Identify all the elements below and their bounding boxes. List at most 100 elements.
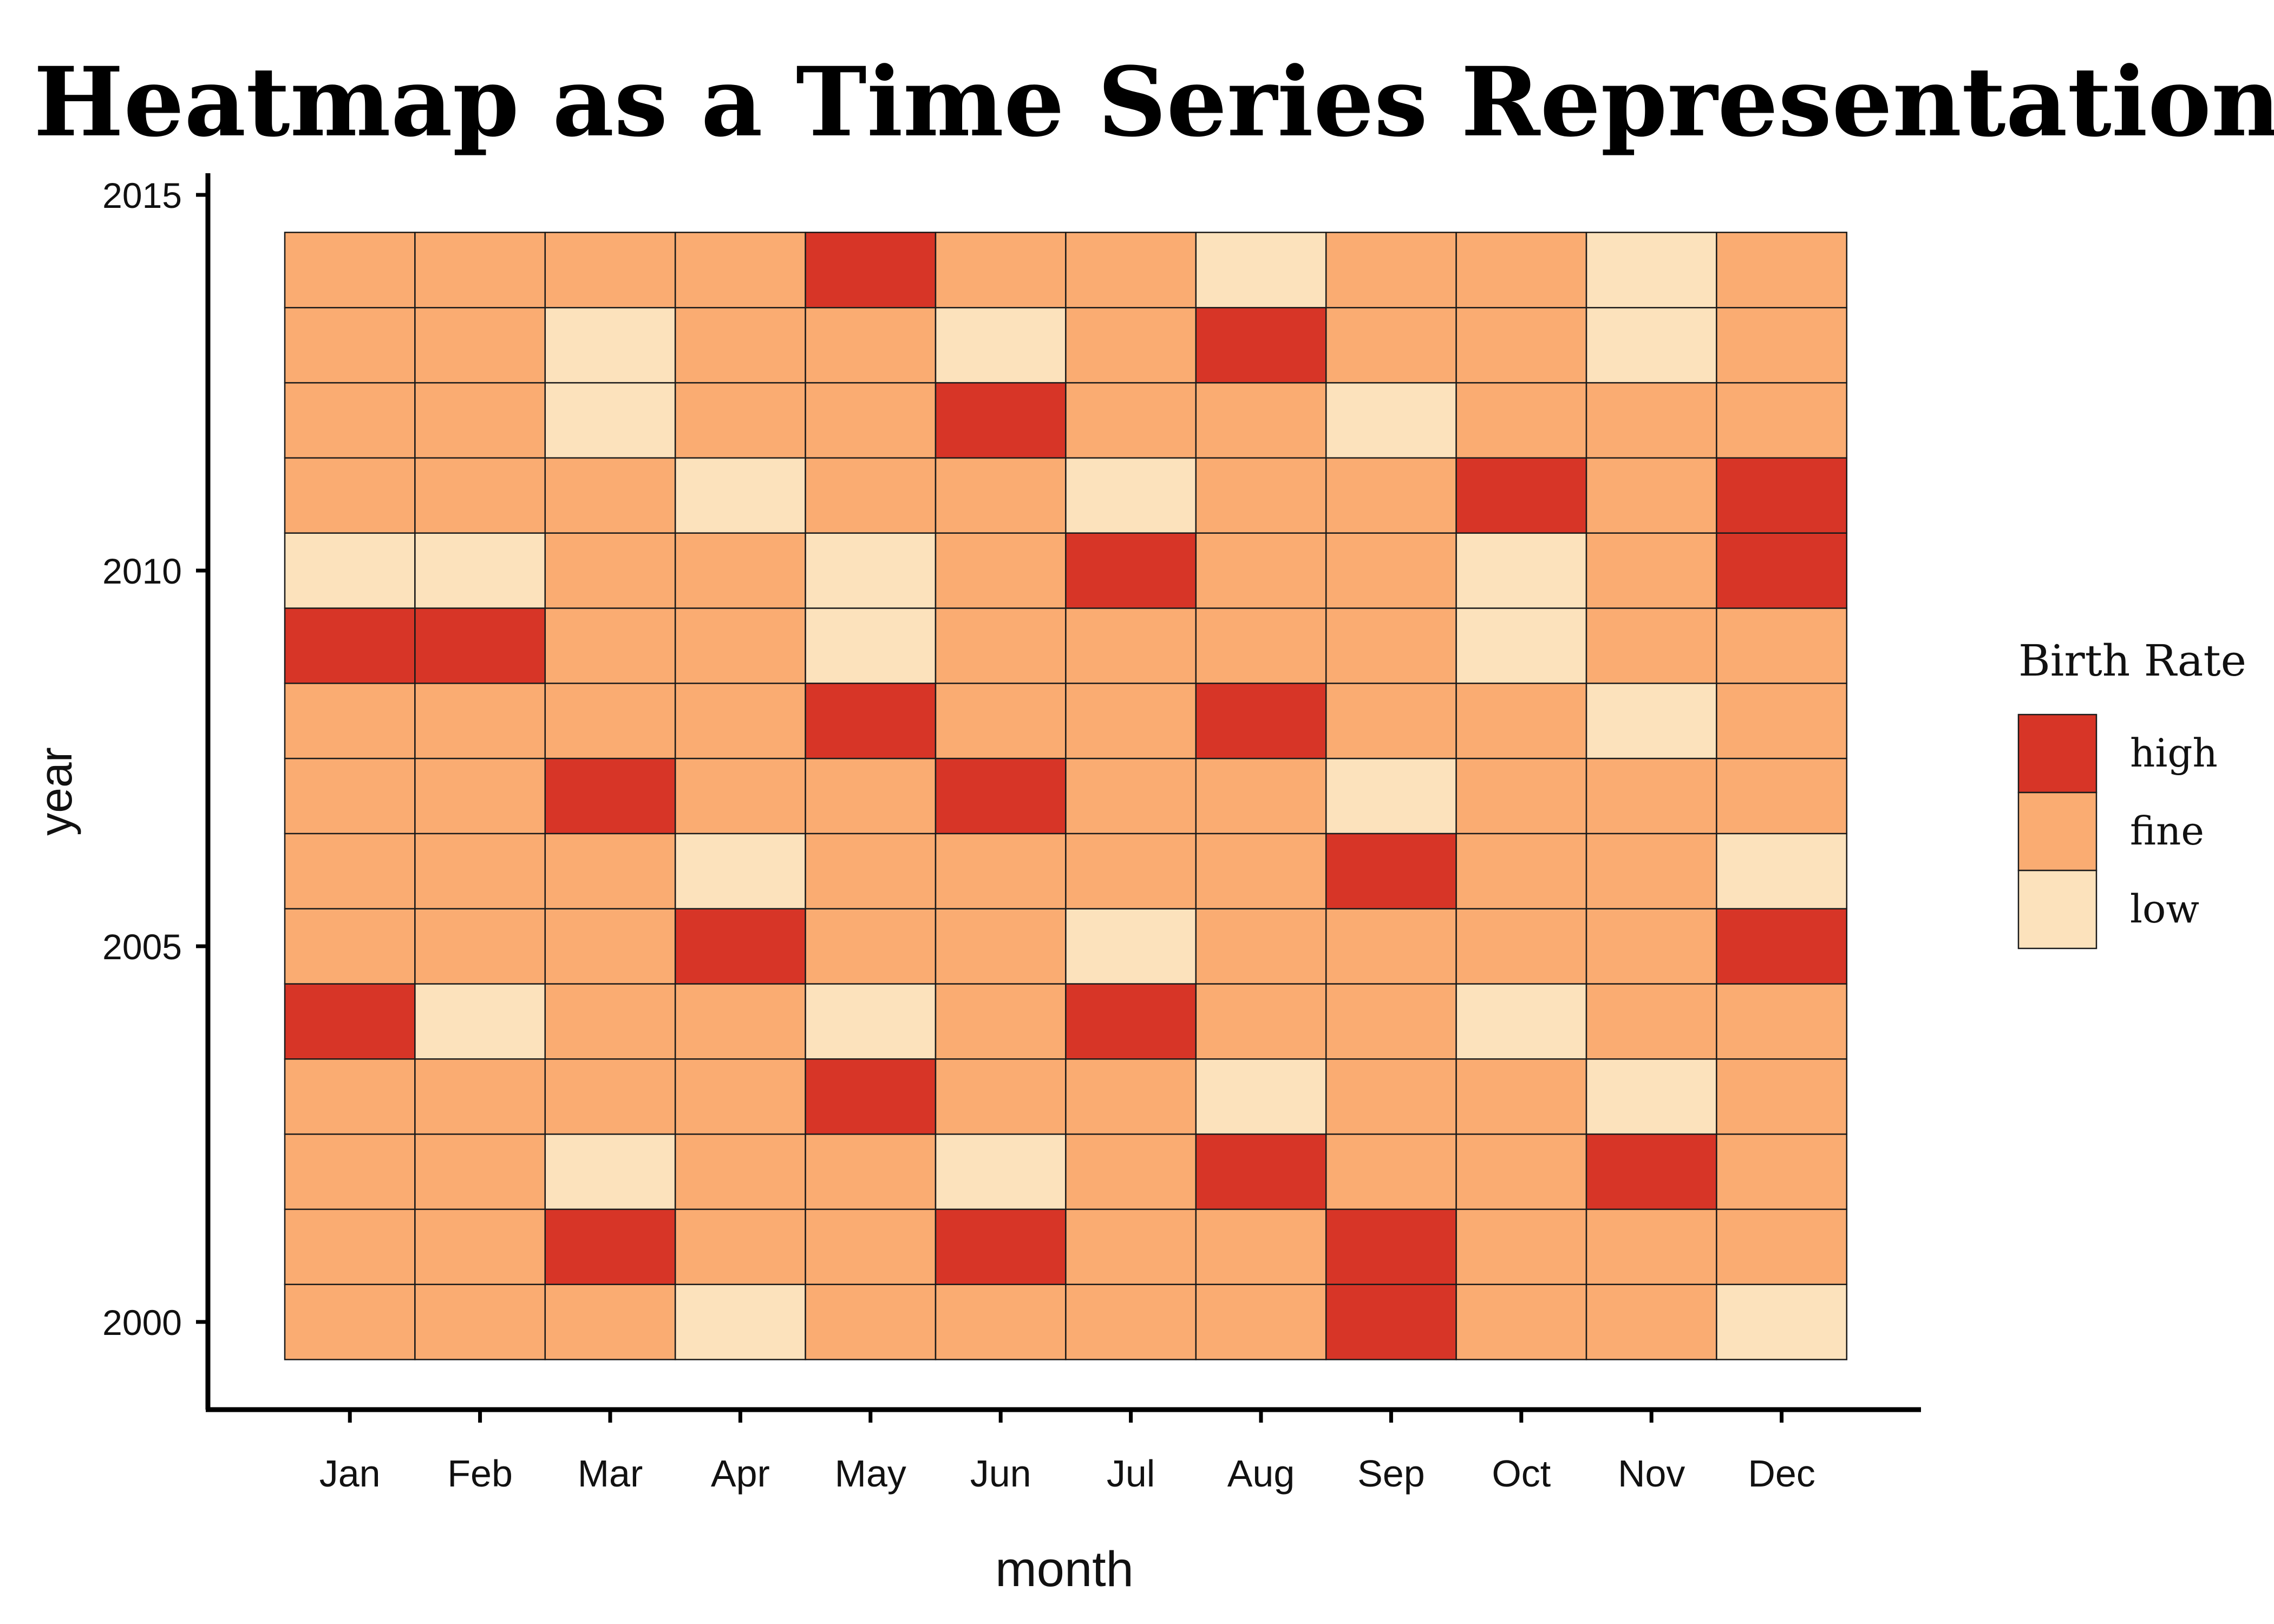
- heatmap-cell-2000-oct: [1455, 1284, 1587, 1360]
- heatmap-cell-2004-dec: [1716, 983, 1848, 1060]
- heatmap-cell-2005-jan: [284, 908, 416, 985]
- heatmap-cell-2009-jun: [935, 607, 1067, 684]
- heatmap-cell-2003-mar: [544, 1058, 676, 1135]
- heatmap-cell-2013-feb: [414, 306, 546, 384]
- heatmap-cell-2013-mar: [544, 306, 676, 384]
- heatmap-cell-2009-dec: [1716, 607, 1848, 684]
- heatmap-cell-2005-aug: [1195, 908, 1327, 985]
- heatmap-cell-2006-dec: [1716, 833, 1848, 909]
- y-tick-label-2005: 2005: [102, 927, 182, 967]
- legend-label-fine: fine: [2130, 808, 2204, 854]
- heatmap-cell-2005-sep: [1325, 908, 1457, 985]
- heatmap-cell-2013-jan: [284, 306, 416, 384]
- heatmap-cell-2006-may: [805, 833, 937, 909]
- heatmap-cell-2005-jul: [1065, 908, 1197, 985]
- heatmap-cell-2007-mar: [544, 757, 676, 835]
- axes: [205, 173, 1921, 1412]
- heatmap-cell-2013-nov: [1585, 306, 1717, 384]
- heatmap-cell-2012-dec: [1716, 382, 1848, 459]
- heatmap-cell-2014-oct: [1455, 232, 1587, 309]
- heatmap-cell-2014-mar: [544, 232, 676, 309]
- heatmap-cell-2010-jun: [935, 532, 1067, 609]
- heatmap-cell-2013-oct: [1455, 306, 1587, 384]
- heatmap-cell-2012-jul: [1065, 382, 1197, 459]
- heatmap-cell-2002-jun: [935, 1133, 1067, 1210]
- heatmap-cell-2003-sep: [1325, 1058, 1457, 1135]
- heatmap-cell-2003-dec: [1716, 1058, 1848, 1135]
- heatmap-cell-2005-may: [805, 908, 937, 985]
- heatmap-cell-2001-jun: [935, 1208, 1067, 1285]
- heatmap-cell-2008-jan: [284, 682, 416, 759]
- heatmap-cell-2008-feb: [414, 682, 546, 759]
- heatmap-cell-2006-sep: [1325, 833, 1457, 909]
- heatmap-cell-2009-sep: [1325, 607, 1457, 684]
- heatmap-cell-2008-aug: [1195, 682, 1327, 759]
- heatmap-cell-2011-feb: [414, 457, 546, 534]
- heatmap-cell-2005-nov: [1585, 908, 1717, 985]
- heatmap-cell-2006-jun: [935, 833, 1067, 909]
- heatmap-cell-2003-oct: [1455, 1058, 1587, 1135]
- heatmap-cell-2012-aug: [1195, 382, 1327, 459]
- heatmap-cell-2006-jul: [1065, 833, 1197, 909]
- heatmap-cell-2004-nov: [1585, 983, 1717, 1060]
- heatmap-cell-2012-nov: [1585, 382, 1717, 459]
- heatmap-cell-2007-feb: [414, 757, 546, 835]
- heatmap-cell-2009-oct: [1455, 607, 1587, 684]
- x-axis-title: month: [995, 1542, 1134, 1597]
- y-axis-title: year: [30, 747, 81, 835]
- heatmap-cell-2002-aug: [1195, 1133, 1327, 1210]
- heatmap-cell-2008-sep: [1325, 682, 1457, 759]
- x-tick-label-mar: Mar: [578, 1452, 643, 1495]
- heatmap-cell-2002-jan: [284, 1133, 416, 1210]
- legend-key-low: [2017, 869, 2097, 949]
- heatmap-cell-2007-may: [805, 757, 937, 835]
- heatmap-cell-2004-jan: [284, 983, 416, 1060]
- x-tick-label-jun: Jun: [970, 1452, 1031, 1495]
- heatmap-cell-2012-may: [805, 382, 937, 459]
- heatmap-cell-2007-nov: [1585, 757, 1717, 835]
- heatmap-cell-2014-aug: [1195, 232, 1327, 309]
- x-tick-label-jan: Jan: [319, 1452, 381, 1495]
- heatmap-cell-2002-sep: [1325, 1133, 1457, 1210]
- heatmap-cell-2013-apr: [674, 306, 806, 384]
- heatmap-cell-2001-oct: [1455, 1208, 1587, 1285]
- heatmap-cell-2009-jan: [284, 607, 416, 684]
- x-tick-label-nov: Nov: [1618, 1452, 1685, 1495]
- heatmap-cell-2001-may: [805, 1208, 937, 1285]
- heatmap-cell-2011-apr: [674, 457, 806, 534]
- heatmap-cell-2005-jun: [935, 908, 1067, 985]
- heatmap-cell-2001-feb: [414, 1208, 546, 1285]
- heatmap-cell-2000-jun: [935, 1284, 1067, 1360]
- heatmap-cell-2004-aug: [1195, 983, 1327, 1060]
- legend-label-high: high: [2130, 730, 2218, 776]
- heatmap-cell-2007-dec: [1716, 757, 1848, 835]
- heatmap-cell-2005-feb: [414, 908, 546, 985]
- x-tick-label-aug: Aug: [1227, 1452, 1295, 1495]
- heatmap-cell-2002-dec: [1716, 1133, 1848, 1210]
- heatmap-cell-2004-may: [805, 983, 937, 1060]
- heatmap-cell-2013-jul: [1065, 306, 1197, 384]
- heatmap-cell-2000-feb: [414, 1284, 546, 1360]
- heatmap-cell-2013-aug: [1195, 306, 1327, 384]
- heatmap-cell-2006-apr: [674, 833, 806, 909]
- heatmap-cell-2012-jan: [284, 382, 416, 459]
- x-tick-label-apr: Apr: [711, 1452, 770, 1495]
- heatmap-cell-2011-may: [805, 457, 937, 534]
- heatmap-cell-2014-apr: [674, 232, 806, 309]
- heatmap-cell-2001-jan: [284, 1208, 416, 1285]
- heatmap-cell-2010-jan: [284, 532, 416, 609]
- heatmap-cell-2002-feb: [414, 1133, 546, 1210]
- heatmap-cell-2007-jan: [284, 757, 416, 835]
- heatmap-cell-2002-mar: [544, 1133, 676, 1210]
- heatmap-cell-2011-nov: [1585, 457, 1717, 534]
- heatmap-cell-2010-sep: [1325, 532, 1457, 609]
- heatmap-cell-2009-aug: [1195, 607, 1327, 684]
- heatmap-cell-2005-dec: [1716, 908, 1848, 985]
- heatmap-cell-2004-mar: [544, 983, 676, 1060]
- heatmap-cell-2000-jan: [284, 1284, 416, 1360]
- heatmap-cell-2012-jun: [935, 382, 1067, 459]
- heatmap-cell-2014-may: [805, 232, 937, 309]
- heatmap-cell-2002-apr: [674, 1133, 806, 1210]
- y-axis-ticks: 2000 2005 2010 2015: [102, 175, 208, 1343]
